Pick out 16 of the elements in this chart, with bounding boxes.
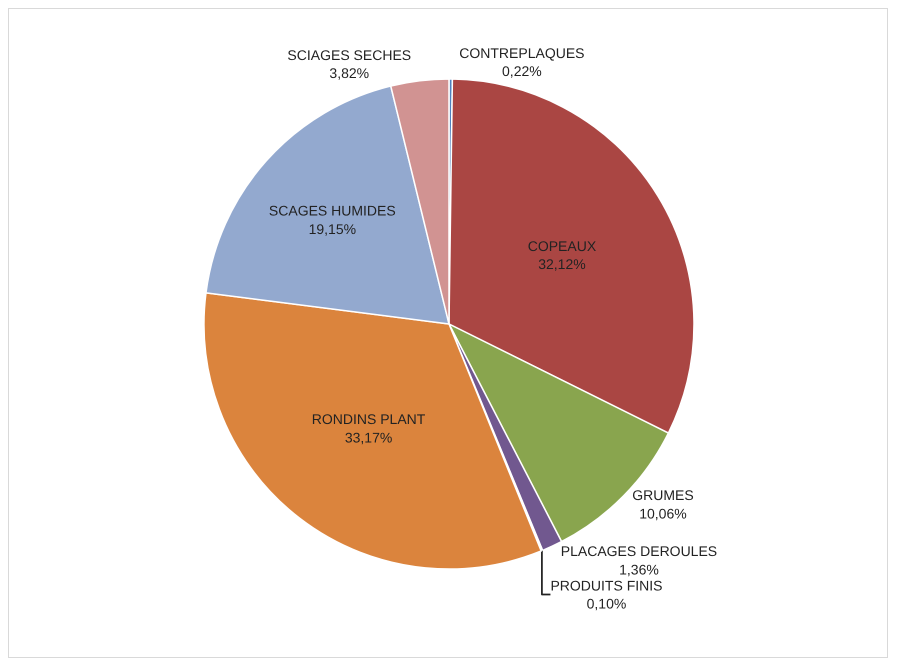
- slice-label: CONTREPLAQUES: [459, 44, 584, 61]
- data-label: 33,17%: [344, 429, 392, 446]
- slice-label: SCAGES HUMIDES: [268, 202, 396, 219]
- data-label: 0,22%: [502, 63, 542, 80]
- slice-label: GRUMES: [632, 487, 694, 504]
- data-label: 10,06%: [639, 505, 687, 522]
- data-label: 32,12%: [538, 256, 586, 272]
- slice-label: PRODUITS FINIS: [550, 577, 662, 594]
- data-label: 1,36%: [619, 561, 659, 578]
- slice-label: PLACAGES DEROULES: [560, 543, 718, 560]
- data-label: 0,10%: [586, 596, 626, 612]
- data-label: 3,82%: [329, 65, 370, 82]
- data-label: 19,15%: [308, 220, 356, 237]
- slice-label: SCIAGES SECHES: [287, 46, 412, 63]
- slice-label: RONDINS PLANT: [312, 411, 426, 428]
- slice-label: COPEAUX: [528, 238, 597, 254]
